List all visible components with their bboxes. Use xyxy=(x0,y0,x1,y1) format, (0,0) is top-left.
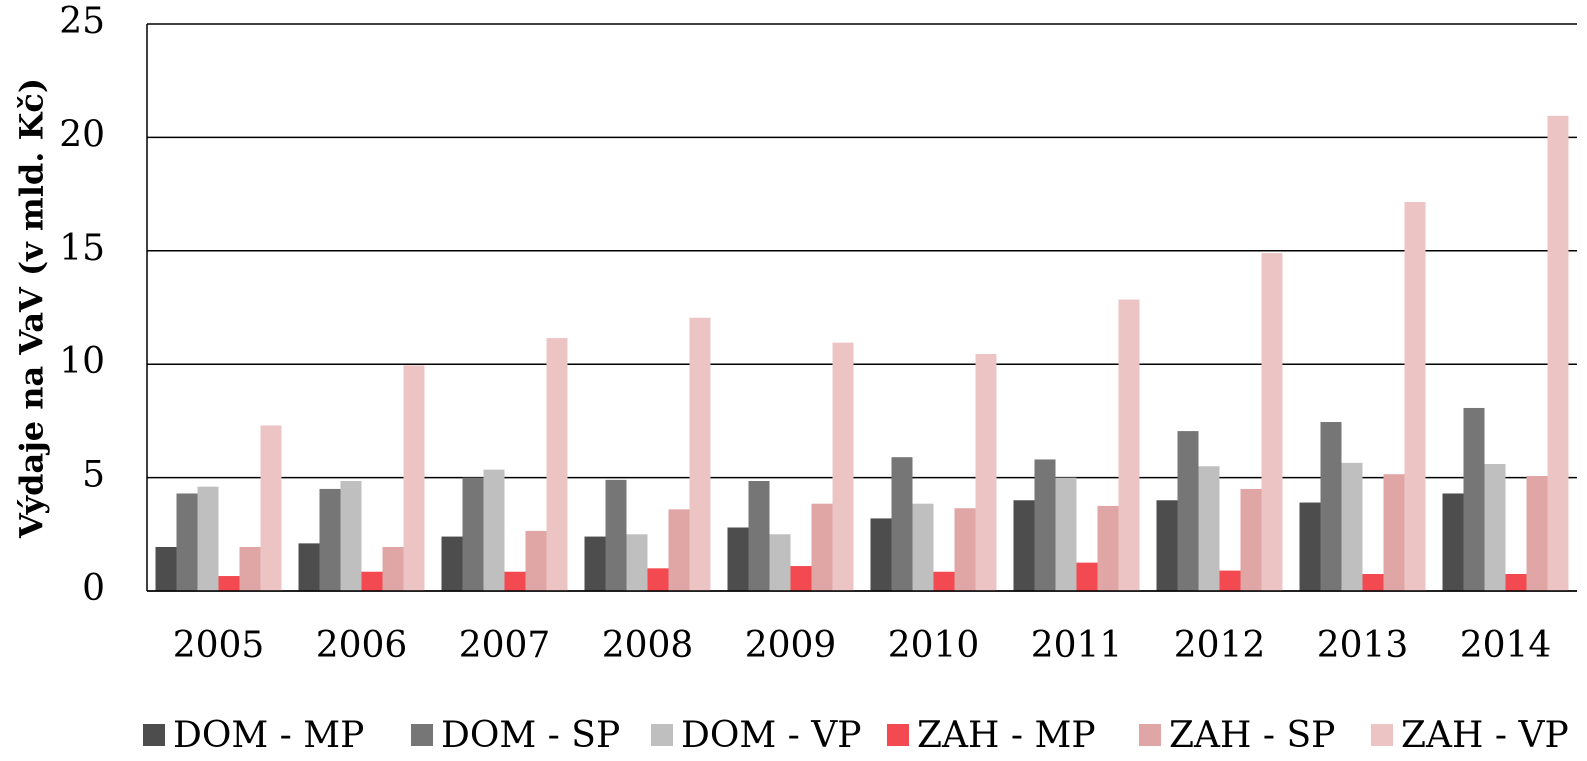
bar xyxy=(647,568,669,591)
bar xyxy=(382,547,404,591)
bar xyxy=(832,342,854,591)
x-tick-label: 2011 xyxy=(1031,625,1123,666)
bar xyxy=(260,425,282,591)
bar xyxy=(1261,253,1283,591)
x-tick-label: 2013 xyxy=(1317,625,1409,666)
bar xyxy=(1484,463,1506,591)
x-tick-label: 2005 xyxy=(173,625,265,666)
bar xyxy=(605,479,627,591)
bar xyxy=(1299,502,1321,591)
bar xyxy=(584,536,606,591)
bar xyxy=(403,365,425,591)
legend-swatch xyxy=(887,724,909,746)
bar xyxy=(1177,431,1199,591)
x-tick-label: 2012 xyxy=(1174,625,1266,666)
bar xyxy=(891,457,913,591)
bar xyxy=(748,481,770,591)
bar xyxy=(319,488,341,591)
y-tick-label: 25 xyxy=(59,1,105,42)
bar xyxy=(769,534,791,591)
bar xyxy=(1240,488,1262,591)
bar xyxy=(933,571,955,591)
bar xyxy=(912,503,934,591)
bar xyxy=(1097,505,1119,591)
bar xyxy=(1198,466,1220,591)
bar xyxy=(1404,202,1426,591)
bar xyxy=(1362,573,1384,591)
bar xyxy=(546,338,568,591)
y-tick-label: 0 xyxy=(82,568,105,609)
bar xyxy=(975,353,997,591)
x-tick-label: 2014 xyxy=(1460,625,1552,666)
bar xyxy=(483,469,505,591)
bar xyxy=(504,571,526,591)
y-axis-label: Výdaje na VaV (v mld. Kč) xyxy=(13,78,51,539)
legend-label: ZAH - VP xyxy=(1401,715,1569,756)
x-tick-label: 2008 xyxy=(602,625,694,666)
bar xyxy=(218,576,240,591)
bar xyxy=(1219,570,1241,591)
legend-swatch xyxy=(651,724,673,746)
y-tick-label: 20 xyxy=(59,114,105,155)
bar xyxy=(1118,299,1140,591)
bar xyxy=(1013,500,1035,591)
y-tick-label: 5 xyxy=(82,455,105,496)
bar xyxy=(1383,474,1405,591)
bar xyxy=(811,503,833,591)
bar xyxy=(790,566,812,591)
x-tick-label: 2007 xyxy=(459,625,551,666)
bar xyxy=(197,486,219,591)
bar xyxy=(1320,422,1342,591)
bar xyxy=(689,317,711,591)
legend-swatch xyxy=(1139,724,1161,746)
bar xyxy=(626,534,648,591)
legend-label: DOM - MP xyxy=(173,715,364,756)
bar xyxy=(1341,462,1363,591)
bar xyxy=(462,477,484,591)
bar xyxy=(176,493,198,591)
bar xyxy=(1547,115,1569,591)
legend-label: DOM - VP xyxy=(681,715,862,756)
bar xyxy=(525,530,547,591)
y-tick-label: 10 xyxy=(59,341,105,382)
bar xyxy=(668,509,690,591)
bar xyxy=(239,547,261,591)
legend-swatch xyxy=(143,724,165,746)
legend-swatch xyxy=(411,724,433,746)
legend-label: DOM - SP xyxy=(441,715,620,756)
bar xyxy=(441,536,463,591)
y-tick-label: 15 xyxy=(59,228,105,269)
bar xyxy=(954,508,976,591)
legend-label: ZAH - SP xyxy=(1169,715,1335,756)
legend-label: ZAH - MP xyxy=(917,715,1096,756)
bar xyxy=(1526,476,1548,591)
bar xyxy=(1034,459,1056,591)
bar xyxy=(155,547,177,591)
bar xyxy=(1442,493,1464,591)
bar xyxy=(1055,477,1077,591)
bar xyxy=(340,481,362,591)
x-tick-label: 2009 xyxy=(745,625,837,666)
bar xyxy=(1076,562,1098,591)
x-tick-label: 2010 xyxy=(888,625,980,666)
legend-swatch xyxy=(1371,724,1393,746)
bar xyxy=(1156,500,1178,591)
bar xyxy=(1505,573,1527,591)
bar xyxy=(870,518,892,591)
bar xyxy=(298,543,320,591)
x-tick-label: 2006 xyxy=(316,625,408,666)
bar xyxy=(361,571,383,591)
bar xyxy=(727,527,749,591)
bar xyxy=(1463,407,1485,591)
